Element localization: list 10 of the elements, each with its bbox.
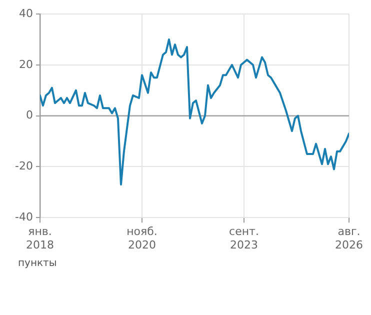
x-tick-label: нояб. 2020 — [126, 225, 158, 252]
x-tick-label: сент. 2023 — [229, 225, 259, 252]
y-tick-label: -20 — [15, 160, 33, 173]
y-tick-label: 20 — [18, 58, 33, 71]
y-tick-label: -40 — [15, 210, 33, 224]
x-tick-label: янв. 2018 — [26, 225, 54, 252]
y-tick-label: 40 — [18, 6, 33, 20]
x-tick-label: авг. 2026 — [335, 225, 363, 252]
y-tick-label: 0 — [26, 108, 33, 122]
text: пункты — [18, 258, 57, 269]
